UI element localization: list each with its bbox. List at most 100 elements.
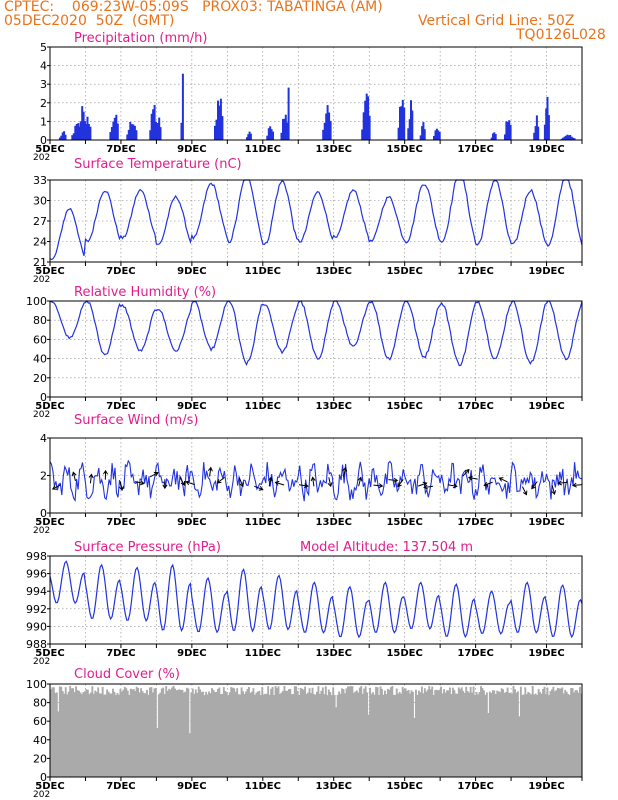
cloud-bar (549, 691, 552, 777)
cloud-bar (534, 693, 537, 777)
precip-bar (283, 118, 286, 140)
cloud-bar (481, 688, 484, 777)
precip-bar (60, 135, 63, 140)
precip-bar (566, 134, 569, 140)
cloud-bar (335, 707, 338, 777)
precip-bar (267, 128, 270, 140)
cloud-bar (372, 692, 375, 777)
cloud-bar (243, 694, 246, 777)
wind-arrow (298, 484, 308, 487)
cloud-bar (103, 694, 106, 777)
wind-arrow (328, 477, 332, 487)
precip-bar (573, 138, 576, 140)
cloud-bar (347, 686, 349, 777)
cloud-bar (277, 686, 280, 777)
x-year-label: 202 (33, 526, 50, 536)
cloud-bar (519, 686, 522, 777)
wind-arrow-head (464, 468, 470, 474)
precip-bar (407, 128, 410, 140)
wind-arrow-head (557, 480, 563, 486)
cloud-bar (265, 693, 268, 777)
cloud-bar (367, 714, 370, 777)
wind-arrow (499, 477, 508, 483)
x-date-label: 7DEC (106, 648, 135, 659)
x-date-label: 9DEC (177, 648, 206, 659)
y-tick-label: 0 (40, 391, 47, 404)
precip-bar (127, 129, 130, 140)
wind-arrow (217, 477, 225, 484)
precip-bar (149, 130, 152, 140)
cloud-bar (224, 691, 227, 777)
cloud-bar (290, 694, 293, 777)
x-date-label: 15DEC (386, 401, 422, 412)
wind-arrow-head (51, 485, 57, 490)
panel-title: Surface Wind (m/s) (74, 413, 198, 428)
wind-arrow (72, 472, 76, 482)
y-tick-label: 2 (40, 97, 47, 110)
cloud-bar (180, 690, 182, 777)
cloud-bar (449, 687, 451, 777)
cloud-bar (333, 695, 336, 777)
cloud-bar (54, 692, 57, 777)
cloud-bar (478, 692, 481, 777)
cloud-bar (92, 693, 95, 777)
wind-arrow (209, 467, 212, 477)
precip-bar (562, 137, 565, 140)
precip-bar (401, 99, 404, 140)
precip-bar (287, 87, 290, 140)
precip-bar (408, 119, 411, 140)
cloud-bar (376, 687, 379, 777)
cloud-bar (415, 689, 417, 777)
cloud-bar (338, 691, 341, 777)
cloud-bar (106, 689, 109, 777)
precip-bar (246, 137, 248, 140)
cloud-bar (379, 686, 382, 777)
cloud-bar (168, 688, 171, 777)
precip-bar (421, 126, 424, 140)
cloud-bar (530, 694, 533, 777)
precip-bar (492, 133, 494, 140)
precip-bar (546, 96, 549, 140)
wind-arrow (149, 472, 159, 478)
cloud-bar (225, 692, 228, 777)
cloud-bar (514, 689, 516, 777)
precip-bar (282, 119, 284, 140)
precip-bar (504, 134, 506, 140)
cloud-bar (76, 690, 79, 777)
precip-bar (71, 135, 74, 140)
cloud-bar (55, 692, 58, 777)
precip-bar (437, 130, 440, 140)
cloud-bar (419, 692, 422, 777)
precip-bar (129, 122, 132, 140)
cloud-bar (344, 693, 346, 777)
cloud-bar (58, 686, 61, 777)
y-tick-label: 33 (33, 174, 47, 187)
header-line1: CPTEC: 069:23W-05:09S PROX03: TABATINGA … (4, 0, 383, 15)
precip-bar (150, 113, 153, 140)
cloud-bar (190, 692, 193, 777)
cloud-bar (239, 694, 242, 777)
cloud-bar (397, 693, 400, 777)
cloud-bar (293, 686, 296, 777)
cloud-bar (357, 692, 360, 777)
cloud-bar (352, 692, 355, 777)
cloud-bar (395, 688, 398, 777)
wind-arrow (558, 481, 568, 484)
cloud-bar (146, 689, 148, 777)
cloud-bar (160, 688, 163, 777)
cloud-bar (100, 693, 103, 777)
cloud-bar (255, 692, 258, 777)
cloud-bar (324, 686, 327, 777)
cloud-bar (370, 693, 373, 777)
cloud-bar (141, 691, 144, 777)
precip-bar (247, 134, 250, 140)
x-date-label: 11DEC (245, 144, 281, 155)
cloud-bar (131, 689, 134, 777)
cloud-bar (191, 688, 194, 777)
cloud-bar (273, 695, 276, 777)
cloud-bar (521, 694, 524, 777)
wind-arrow-head (467, 475, 473, 481)
cloud-bar (246, 688, 249, 777)
cloud-bar (276, 688, 278, 777)
wind-arrow-head (153, 472, 159, 477)
